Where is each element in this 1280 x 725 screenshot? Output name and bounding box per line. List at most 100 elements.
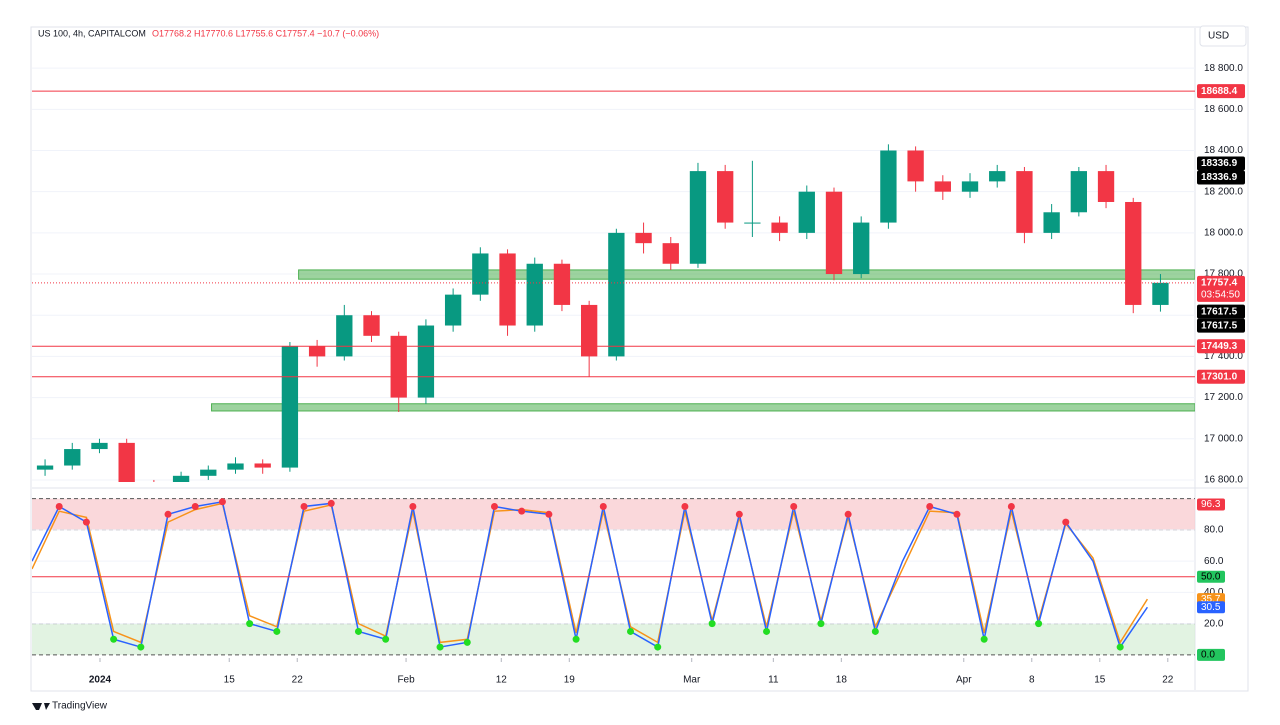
x-tick-label: 8 xyxy=(1029,675,1035,686)
signal-dot xyxy=(1116,643,1124,651)
candle-body xyxy=(989,171,1006,182)
candle-body xyxy=(1070,171,1087,213)
candle-body xyxy=(853,222,870,275)
y-tick-label: 60.0 xyxy=(1204,556,1224,567)
band xyxy=(32,623,1195,655)
signal-dot xyxy=(82,518,90,526)
candle-body xyxy=(1043,212,1060,233)
candle-body xyxy=(717,171,734,223)
signal-dot xyxy=(218,498,226,506)
candle-body xyxy=(91,442,108,450)
candle-body xyxy=(363,315,380,336)
y-tick-label: 18 800.0 xyxy=(1204,63,1243,74)
signal-dot xyxy=(273,627,281,635)
x-tick-label: 22 xyxy=(1162,675,1174,686)
candle-body xyxy=(417,325,435,398)
price-label-box xyxy=(1197,304,1245,319)
signal-dot xyxy=(1062,518,1070,526)
price-label-box xyxy=(1197,318,1245,333)
signal-dot xyxy=(708,620,716,628)
candle-body xyxy=(1097,171,1115,202)
price-label-box xyxy=(1197,369,1245,384)
countdown: 03:54:50 xyxy=(1201,289,1240,300)
price-label: 18688.4 xyxy=(1201,86,1238,97)
signal-dot xyxy=(137,643,145,651)
signal-dot xyxy=(545,510,553,518)
signal-dot xyxy=(436,643,444,651)
support-zone xyxy=(298,269,1195,280)
x-tick-label: 12 xyxy=(496,675,508,686)
candle-body xyxy=(526,263,543,326)
signal-dot xyxy=(191,502,199,510)
candle-body xyxy=(1125,201,1142,305)
band xyxy=(32,498,1195,530)
y-tick-label: 40.0 xyxy=(1204,587,1224,598)
candle-body xyxy=(880,150,897,223)
signal-dot xyxy=(1007,502,1015,510)
signal-dot xyxy=(871,627,879,635)
candle-body xyxy=(635,232,652,244)
candle-body xyxy=(172,475,190,482)
y-tick-label: 18 600.0 xyxy=(1204,104,1243,115)
candle-body xyxy=(961,181,979,192)
candle-body xyxy=(118,442,135,482)
candles xyxy=(36,144,1195,482)
candle-body xyxy=(472,253,489,295)
price-label: 18336.9 xyxy=(1201,172,1238,183)
candle-body xyxy=(254,463,271,468)
signal-dot xyxy=(463,638,471,646)
signal-dot xyxy=(735,510,743,518)
signal-dot xyxy=(300,502,308,510)
x-tick-label: 2024 xyxy=(89,675,112,686)
candle-body xyxy=(608,232,625,357)
signal-dot xyxy=(763,627,771,635)
candle-body xyxy=(1016,171,1033,233)
x-tick-label: Feb xyxy=(397,675,415,686)
candle-body xyxy=(336,315,353,357)
candle-body xyxy=(499,253,516,326)
value-label: 50.0 xyxy=(1201,571,1221,582)
candle-body xyxy=(580,304,598,357)
x-tick-label: Apr xyxy=(956,675,972,686)
ohlc: O17768.2 H17770.6 L17755.6 C17757.4 −10.… xyxy=(152,28,379,38)
candle-body xyxy=(444,294,462,326)
value-label: 35.7 xyxy=(1201,594,1221,605)
currency[interactable]: USD xyxy=(1208,31,1229,42)
y-tick-label: 18 400.0 xyxy=(1204,145,1243,156)
x-tick-label: 22 xyxy=(292,675,304,686)
brand-logo xyxy=(32,703,50,710)
y-tick-label: 18 000.0 xyxy=(1204,228,1243,239)
price-label: 17301.0 xyxy=(1201,371,1238,382)
candle-body xyxy=(308,346,326,357)
candle-body xyxy=(907,150,924,182)
signal-dot xyxy=(599,502,607,510)
x-tick-label: 15 xyxy=(1094,675,1106,686)
x-tick-label: 11 xyxy=(768,675,779,686)
signal-dot xyxy=(681,502,689,510)
brand: TradingView xyxy=(52,701,108,712)
price-label: 17449.3 xyxy=(1201,341,1238,352)
candle-body xyxy=(281,346,299,468)
signal-dot xyxy=(55,502,63,510)
price-label: 17617.5 xyxy=(1201,320,1238,331)
candle-body xyxy=(227,463,244,470)
candle-body xyxy=(1152,282,1169,305)
value-label: 30.5 xyxy=(1201,602,1221,613)
signal-dot xyxy=(654,643,662,651)
candle-body xyxy=(771,222,788,233)
signal-dot xyxy=(164,510,172,518)
value-label-box xyxy=(1197,570,1225,583)
symbol-title: US 100, 4h, CAPITALCOM xyxy=(38,28,146,38)
candle-body xyxy=(200,469,217,476)
signal-dot xyxy=(409,502,417,510)
candle-body xyxy=(662,243,679,264)
signal-dot xyxy=(844,510,852,518)
series xyxy=(32,498,1149,651)
value-label-box xyxy=(1197,498,1225,511)
price-label-box xyxy=(1197,156,1245,171)
signal-dot xyxy=(246,620,254,628)
currency-button[interactable] xyxy=(1199,25,1247,47)
y-tick-label: 17 200.0 xyxy=(1204,392,1243,403)
frame xyxy=(30,26,1249,692)
